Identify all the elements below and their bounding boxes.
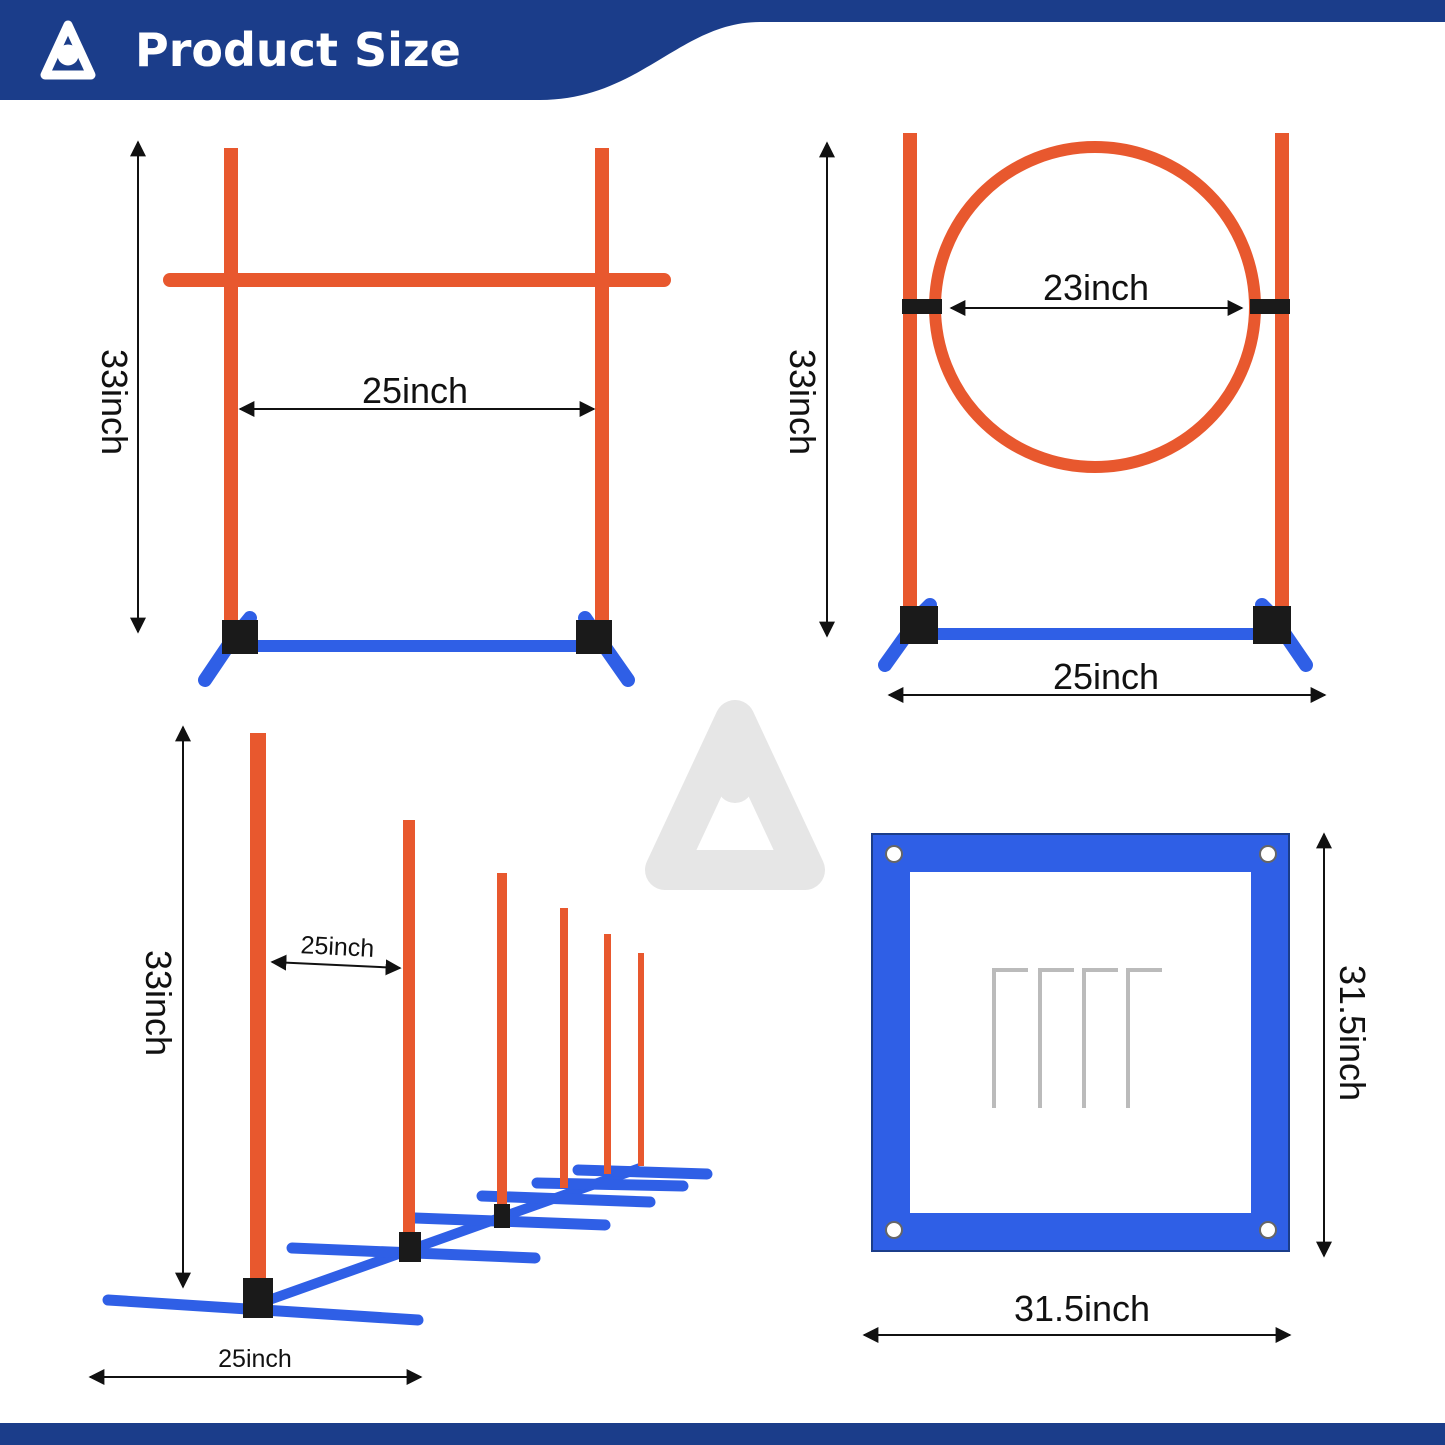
pause-box-width-label: 31.5inch [1014, 1288, 1150, 1329]
header-banner: Product Size [0, 0, 1445, 100]
tire-jump-height-label: 33inch [782, 349, 823, 455]
ground-stakes [992, 968, 1162, 1108]
footer-bar [0, 1423, 1445, 1445]
weave-poles-illustration: 25inch 25inch 33inch [88, 725, 713, 1385]
tire-jump-illustration: 23inch 25inch 33inch [782, 133, 1327, 703]
a-logo-icon [40, 20, 96, 80]
page-title: Product Size [135, 23, 461, 77]
weave-height-label: 33inch [138, 950, 179, 1056]
hurdle-height-label: 33inch [94, 349, 135, 455]
hurdle-illustration: 25inch 33inch [94, 140, 671, 687]
pause-box-height-label: 31.5inch [1332, 965, 1373, 1101]
hurdle-width-label: 25inch [362, 370, 468, 411]
weave-base-width-label: 25inch [218, 1345, 292, 1373]
watermark-logo [645, 700, 825, 890]
tire-jump-width-label: 25inch [1053, 656, 1159, 697]
pole-spacing-label: 25inch [300, 931, 375, 963]
ring-diameter-label: 23inch [1043, 267, 1149, 308]
pause-box-illustration: 31.5inch 31.5inch [862, 832, 1373, 1343]
